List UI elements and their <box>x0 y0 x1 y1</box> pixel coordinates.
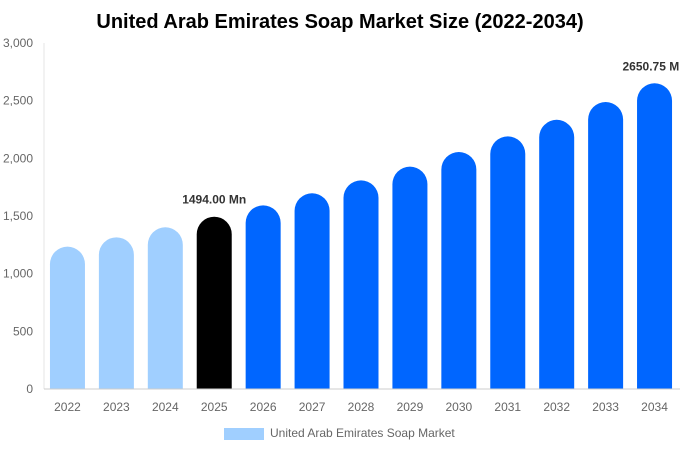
bar-2028 <box>343 180 379 389</box>
x-tick-label: 2034 <box>641 400 668 414</box>
y-axis: 0 500 1,000 1,500 2,000 2,500 3,000 <box>3 36 45 396</box>
bar-2022 <box>49 246 85 389</box>
bar-2024 <box>147 227 183 389</box>
x-tick-label: 2022 <box>54 400 81 414</box>
bar-2031 <box>490 136 526 389</box>
bars <box>49 83 673 390</box>
bar-2027 <box>294 193 330 389</box>
y-tick-label: 2,000 <box>3 151 33 165</box>
y-tick-label: 500 <box>13 324 33 338</box>
bar-2030 <box>441 151 477 389</box>
bar-2034 <box>637 83 673 390</box>
x-tick-label: 2028 <box>348 400 375 414</box>
x-tick-label: 2033 <box>592 400 619 414</box>
x-tick-label: 2031 <box>494 400 521 414</box>
data-label-2034: 2650.75 Mn <box>623 59 680 73</box>
x-tick-label: 2025 <box>201 400 228 414</box>
chart-title: United Arab Emirates Soap Market Size (2… <box>96 11 583 33</box>
y-tick-label: 0 <box>26 382 33 396</box>
data-labels: 1494.00 Mn 2650.75 Mn <box>182 59 680 206</box>
bar-2025 <box>196 216 232 389</box>
y-tick-label: 3,000 <box>3 36 33 50</box>
legend[interactable]: United Arab Emirates Soap Market <box>224 426 455 440</box>
bar-2032 <box>539 119 575 389</box>
legend-swatch <box>224 428 264 440</box>
y-tick-label: 1,500 <box>3 209 33 223</box>
legend-label: United Arab Emirates Soap Market <box>270 426 455 440</box>
bar-2029 <box>392 166 428 389</box>
bar-2033 <box>588 102 624 390</box>
x-tick-label: 2030 <box>445 400 472 414</box>
x-tick-label: 2026 <box>250 400 277 414</box>
x-tick-label: 2027 <box>299 400 326 414</box>
x-tick-label: 2032 <box>543 400 570 414</box>
x-tick-label: 2029 <box>397 400 424 414</box>
data-label-2025: 1494.00 Mn <box>182 193 246 207</box>
x-axis: 2022 2023 2024 2025 2026 2027 2028 2029 2030 2031… <box>44 388 680 414</box>
x-tick-label: 2023 <box>103 400 130 414</box>
y-tick-label: 2,500 <box>3 94 33 108</box>
bar-2026 <box>245 205 281 389</box>
bar-2023 <box>98 237 134 389</box>
x-tick-label: 2024 <box>152 400 179 414</box>
y-tick-label: 1,000 <box>3 267 33 281</box>
